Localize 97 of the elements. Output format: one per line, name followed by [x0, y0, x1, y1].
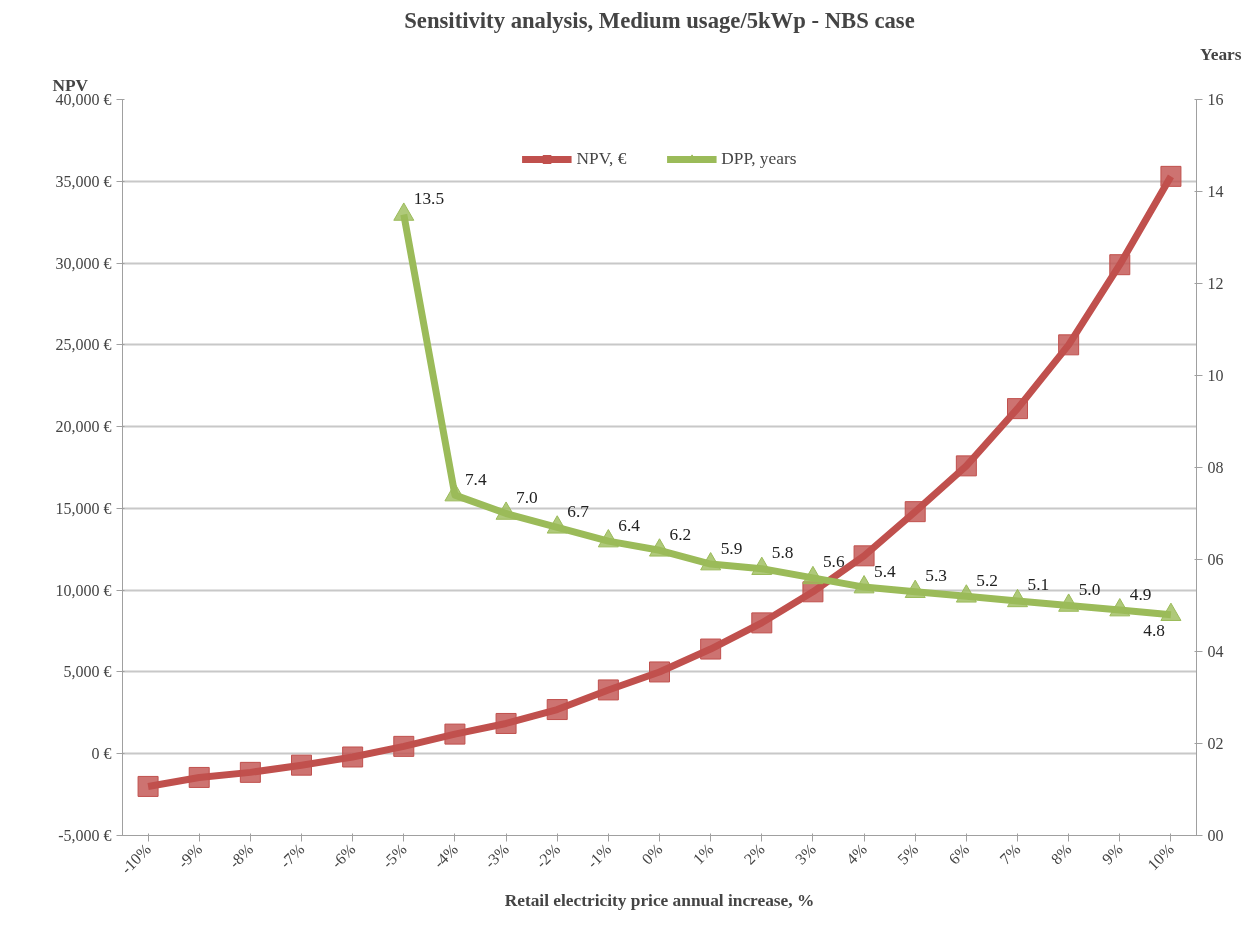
point: [188, 766, 210, 788]
point: [751, 612, 773, 634]
point: [853, 545, 875, 567]
point: [597, 529, 619, 548]
y2-axis-title: Years: [1200, 44, 1242, 64]
point: [291, 754, 312, 776]
y-tick-label: 30,000 €: [55, 254, 112, 272]
x-tick-label: 5%: [894, 840, 922, 868]
x-tick-label: -5%: [378, 840, 410, 872]
point: [495, 712, 517, 734]
data-label: 5.1: [1027, 575, 1050, 595]
y2-tick-label: 08: [1207, 459, 1224, 476]
point: [444, 723, 466, 745]
y2-tick-label: 14: [1207, 183, 1224, 200]
x-tick-label: -9%: [174, 840, 206, 872]
y-tick-label: 5,000 €: [63, 663, 112, 681]
point: [1160, 602, 1182, 621]
y2-tick-label: 10: [1207, 367, 1224, 384]
y-tick-label: 25,000 €: [55, 336, 112, 354]
x-tick-label: 8%: [1047, 840, 1075, 868]
data-label: 5.3: [925, 566, 947, 586]
data-label: 13.5: [413, 189, 445, 208]
point: [137, 775, 159, 797]
x-axis-title: Retail electricity price annual increase, %: [504, 891, 815, 911]
chart-title: Sensitivity analysis, Medium usage/5kWp - NBS case: [404, 7, 915, 33]
x-tick-label: -8%: [225, 840, 257, 872]
y2-tick-label: 02: [1207, 735, 1224, 752]
point: [597, 679, 619, 701]
point: [1058, 334, 1080, 356]
point: [700, 638, 722, 660]
y2-tick-label: 04: [1207, 643, 1224, 660]
data-label: 6.7: [567, 501, 590, 521]
x-tick-label: 6%: [945, 840, 973, 868]
data-label: 5.2: [976, 570, 999, 590]
data-label: 5.8: [771, 543, 794, 563]
x-tick-label: -6%: [327, 840, 359, 872]
y2-tick-label: 16: [1207, 91, 1224, 108]
x-tick-label: -7%: [276, 840, 308, 872]
data-label: 6.4: [618, 515, 641, 535]
point: [444, 483, 466, 502]
x-tick-label: 1%: [689, 840, 717, 868]
point: [393, 202, 415, 221]
data-label: 6.2: [669, 524, 692, 544]
x-tick-label: -10%: [117, 840, 155, 878]
x-tick-label: -4%: [430, 840, 461, 872]
y-tick-label: 20,000 €: [55, 418, 112, 436]
y2-tick-label: 12: [1207, 275, 1224, 292]
data-label: 7.4: [464, 469, 487, 489]
x-tick-label: 0%: [638, 840, 666, 868]
point: [1109, 598, 1131, 617]
x-tick-label: -2%: [532, 840, 564, 872]
point: [342, 746, 364, 768]
point: [546, 515, 568, 534]
y-tick-label: 0 €: [91, 745, 112, 763]
x-tick-label: -3%: [481, 840, 513, 872]
point: [751, 556, 773, 575]
x-tick-label: 2%: [740, 840, 768, 868]
point: [495, 501, 517, 520]
data-label: 4.8: [1143, 621, 1165, 641]
data-label: 5.0: [1078, 580, 1101, 599]
point: [802, 581, 824, 603]
y2-tick-label: 00: [1207, 827, 1224, 844]
x-tick-label: 10%: [1144, 840, 1177, 874]
x-tick-label: 7%: [996, 840, 1024, 868]
point: [1007, 588, 1028, 608]
data-label: 5.9: [720, 538, 743, 558]
point: [802, 565, 824, 585]
y-tick-label: 10,000 €: [55, 581, 112, 599]
point: [393, 735, 415, 757]
point: [955, 584, 977, 603]
point: [649, 661, 670, 683]
x-tick-label: 9%: [1098, 840, 1126, 868]
point: [904, 501, 926, 523]
x-tick-label: 4%: [842, 840, 871, 868]
point: [239, 761, 261, 783]
data-label: 4.9: [1129, 584, 1152, 604]
y-tick-label: 35,000 €: [55, 172, 112, 190]
legend-label: DPP, years: [721, 149, 797, 169]
point: [853, 575, 875, 594]
point: [1160, 165, 1182, 187]
point: [955, 455, 977, 477]
data-label: 5.4: [874, 561, 897, 581]
point: [904, 579, 926, 598]
data-label: 5.6: [822, 552, 845, 572]
y2-tick-label: 06: [1207, 551, 1224, 568]
data-label: 7.0: [516, 488, 538, 507]
legend-label: NPV, €: [576, 149, 627, 169]
point: [1007, 398, 1028, 420]
point: [700, 552, 722, 571]
point: [1058, 593, 1080, 612]
point: [1109, 254, 1131, 276]
x-tick-label: 3%: [791, 840, 819, 868]
y-tick-label: -5,000 €: [58, 827, 112, 844]
point: [546, 699, 568, 721]
x-tick-label: -1%: [583, 840, 615, 872]
y-tick-label: 15,000 €: [55, 499, 112, 517]
point: [649, 538, 670, 557]
